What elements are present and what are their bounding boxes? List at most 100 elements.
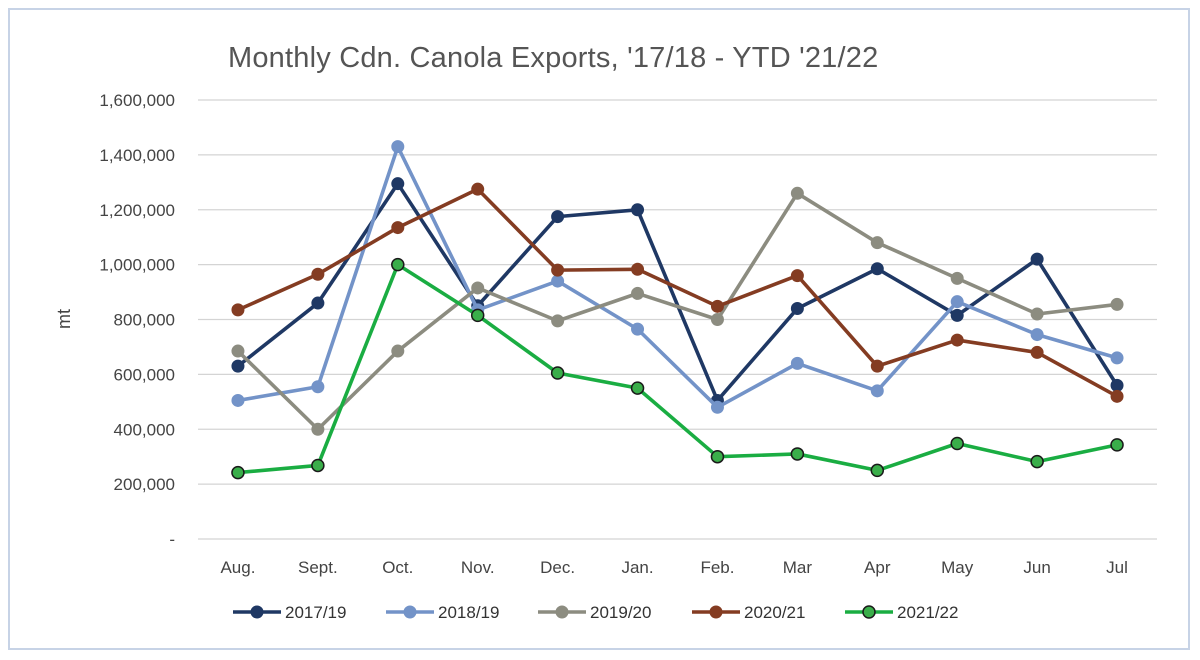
- data-point: [551, 314, 565, 328]
- data-point: [1110, 351, 1124, 365]
- legend-marker: [709, 605, 723, 619]
- x-tick-label: Jan.: [621, 558, 653, 577]
- data-point: [631, 262, 645, 276]
- data-point: [1030, 345, 1044, 359]
- series-2020-21: [231, 182, 1124, 403]
- y-tick-label: 200,000: [114, 475, 175, 494]
- series-2021-22: [231, 257, 1124, 480]
- data-point: [870, 384, 884, 398]
- x-tick-label: Dec.: [540, 558, 575, 577]
- y-axis: - 200,000 400,000 600,000 800,000 1,000,000 1,…: [99, 91, 175, 549]
- data-point: [470, 308, 485, 323]
- y-tick-label: -: [169, 530, 175, 549]
- data-point: [790, 447, 805, 461]
- data-point: [391, 344, 405, 358]
- series-line: [237, 144, 1118, 410]
- x-tick-label: Sept.: [298, 558, 338, 577]
- data-point: [311, 458, 325, 473]
- data-point: [950, 333, 964, 347]
- series-2019-20: [231, 186, 1124, 436]
- data-point: [550, 366, 565, 380]
- data-point: [870, 236, 884, 250]
- y-axis-label: mt: [54, 309, 74, 329]
- data-point: [710, 449, 725, 464]
- data-point: [1110, 389, 1124, 403]
- chart-frame: [8, 8, 1190, 650]
- y-tick-label: 1,000,000: [99, 256, 175, 275]
- data-point: [1110, 378, 1124, 392]
- legend-label: 2018/19: [438, 603, 499, 622]
- data-point: [710, 400, 724, 414]
- data-point: [551, 210, 565, 224]
- chart-title: Monthly Cdn. Canola Exports, '17/18 - YT…: [228, 42, 879, 74]
- legend-item: 2020/21: [692, 603, 805, 622]
- legend-marker: [862, 605, 876, 619]
- legend-label: 2019/20: [590, 603, 651, 622]
- data-point: [631, 286, 645, 300]
- legend-item: 2021/22: [845, 603, 958, 622]
- legend-label: 2020/21: [744, 603, 805, 622]
- y-tick-label: 600,000: [114, 365, 175, 384]
- data-point: [551, 263, 565, 277]
- data-point: [391, 140, 405, 154]
- legend-item: 2018/19: [386, 603, 499, 622]
- data-point: [950, 308, 964, 322]
- data-point: [231, 393, 245, 407]
- legend-marker: [403, 605, 417, 619]
- data-point: [1030, 252, 1044, 266]
- legend: 2017/19 2018/19 2019/20 2020/21 2021/22: [233, 603, 958, 622]
- data-point: [631, 203, 645, 217]
- data-point: [1030, 307, 1044, 321]
- data-point: [231, 465, 245, 480]
- data-point: [311, 267, 325, 281]
- legend-marker: [555, 605, 569, 619]
- data-point: [1110, 438, 1124, 452]
- data-point: [391, 177, 405, 191]
- legend-item: 2019/20: [538, 603, 651, 622]
- data-point: [950, 271, 964, 285]
- y-tick-label: 1,600,000: [99, 91, 175, 110]
- legend-label: 2017/19: [285, 603, 346, 622]
- legend-item: 2017/19: [233, 603, 346, 622]
- data-point: [231, 344, 245, 358]
- x-tick-label: Feb.: [700, 558, 734, 577]
- x-tick-label: Nov.: [461, 558, 495, 577]
- data-point: [630, 381, 645, 395]
- series-line: [237, 187, 1118, 398]
- data-point: [870, 359, 884, 373]
- x-tick-label: May: [941, 558, 974, 577]
- x-tick-label: Mar: [783, 558, 813, 577]
- data-point: [790, 356, 804, 370]
- data-point: [1030, 454, 1044, 469]
- data-point: [950, 295, 964, 309]
- legend-label: 2021/22: [897, 603, 958, 622]
- legend-marker: [250, 605, 264, 619]
- x-tick-label: Jun: [1023, 558, 1050, 577]
- series-2018-19: [231, 140, 1124, 414]
- data-point: [471, 182, 485, 196]
- x-axis: Aug. Sept. Oct. Nov. Dec. Jan. Feb. Mar Apr May Ju…: [220, 558, 1127, 577]
- x-tick-label: Aug.: [220, 558, 255, 577]
- data-point: [790, 302, 804, 316]
- data-point: [311, 422, 325, 436]
- data-point: [231, 303, 245, 317]
- data-point: [391, 221, 405, 235]
- x-tick-label: Oct.: [382, 558, 413, 577]
- data-point: [1110, 297, 1124, 311]
- data-point: [1030, 328, 1044, 342]
- data-point: [551, 274, 565, 288]
- series-group: [231, 140, 1124, 480]
- data-point: [231, 359, 245, 373]
- data-point: [870, 463, 885, 478]
- data-point: [790, 269, 804, 283]
- x-tick-label: Apr: [864, 558, 891, 577]
- data-point: [710, 299, 724, 313]
- data-point: [790, 186, 804, 200]
- data-point: [471, 281, 485, 295]
- y-tick-label: 400,000: [114, 420, 175, 439]
- y-tick-label: 1,400,000: [99, 146, 175, 165]
- data-point: [311, 296, 325, 310]
- series-line: [237, 262, 1118, 475]
- y-tick-label: 1,200,000: [99, 201, 175, 220]
